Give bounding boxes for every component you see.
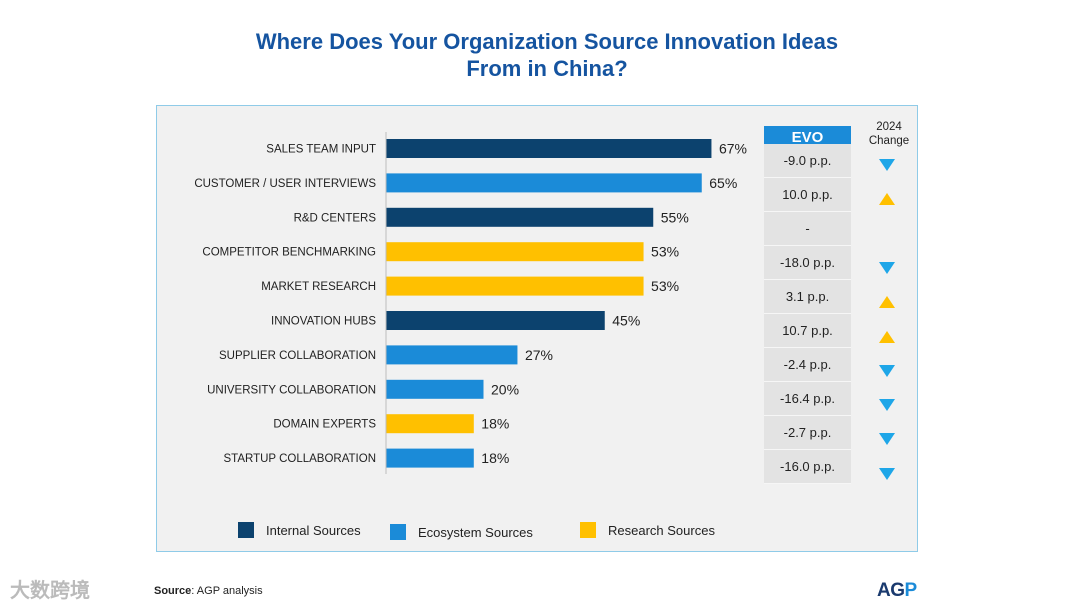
source-note: Source: AGP analysis xyxy=(154,585,263,597)
legend-swatch-research xyxy=(580,522,596,538)
evo-cell: 3.1 p.p. xyxy=(764,280,851,314)
triangle-down-icon xyxy=(879,399,895,412)
category-label: SALES TEAM INPUT xyxy=(266,144,376,156)
evo-cell: 10.7 p.p. xyxy=(764,314,851,348)
value-label: 55% xyxy=(661,209,689,225)
agp-logo: AGP xyxy=(877,580,917,602)
legend-swatch-ecosystem xyxy=(390,524,406,540)
category-label: COMPETITOR BENCHMARKING xyxy=(202,247,376,259)
watermark: 大数跨境 xyxy=(10,580,90,602)
change-header-year: 2024 xyxy=(876,121,902,133)
evo-cell: -2.4 p.p. xyxy=(764,348,851,382)
value-label: 18% xyxy=(481,416,509,432)
legend-label-internal: Internal Sources xyxy=(266,522,361,538)
bar xyxy=(386,414,474,434)
logo-accent: P xyxy=(904,580,918,601)
category-label: CUSTOMER / USER INTERVIEWS xyxy=(194,178,376,190)
bar xyxy=(386,311,605,330)
legend-swatch-internal xyxy=(238,522,254,538)
triangle-down-icon xyxy=(879,467,895,480)
evo-column: -9.0 p.p. 10.0 p.p. - -18.0 p.p. 3.1 p.p. 10.… xyxy=(764,144,851,484)
value-label: 53% xyxy=(651,244,679,260)
legend-research: Research Sources xyxy=(580,522,715,538)
triangle-up-icon xyxy=(879,193,895,206)
logo-text: AG xyxy=(877,580,905,601)
value-label: 53% xyxy=(651,278,679,294)
legend-ecosystem: Ecosystem Sources xyxy=(390,524,533,540)
legend-label-research: Research Sources xyxy=(608,522,715,538)
triangle-up-icon xyxy=(879,330,895,343)
legend-label-ecosystem: Ecosystem Sources xyxy=(418,524,533,540)
category-label: STARTUP COLLABORATION xyxy=(223,453,376,465)
legend-internal: Internal Sources xyxy=(238,522,361,538)
bar xyxy=(386,139,712,158)
bar xyxy=(386,448,474,468)
evo-cell: -2.7 p.p. xyxy=(764,416,851,450)
chart-title: Where Does Your Organization Source Inno… xyxy=(0,28,1080,82)
change-header-label: Change xyxy=(868,135,910,147)
evo-cell: - xyxy=(764,212,851,246)
category-label: R&D CENTERS xyxy=(294,212,377,224)
value-label: 45% xyxy=(612,313,640,329)
category-label: SUPPLIER COLLABORATION xyxy=(219,350,376,362)
category-label: DOMAIN EXPERTS xyxy=(273,419,376,431)
value-label: 18% xyxy=(481,450,509,466)
value-label: 65% xyxy=(709,175,737,191)
bar xyxy=(386,276,644,296)
value-label: 67% xyxy=(719,141,747,157)
value-label: 27% xyxy=(525,347,553,363)
bar xyxy=(386,345,518,365)
value-label: 20% xyxy=(491,381,519,397)
source-label: Source xyxy=(154,585,192,597)
title-line-1: Where Does Your Organization Source Inno… xyxy=(255,29,839,54)
evo-cell: -16.4 p.p. xyxy=(764,382,851,416)
triangle-down-icon xyxy=(879,433,895,446)
bar xyxy=(386,379,484,399)
category-label: MARKET RESEARCH xyxy=(261,281,376,293)
evo-cell: -9.0 p.p. xyxy=(764,144,851,178)
evo-cell: 10.0 p.p. xyxy=(764,178,851,212)
triangle-down-icon xyxy=(879,261,895,274)
category-label: INNOVATION HUBS xyxy=(271,316,376,328)
title-line-2: From in China? xyxy=(466,56,628,81)
evo-cell: -18.0 p.p. xyxy=(764,246,851,280)
source-text: : AGP analysis xyxy=(191,585,263,597)
triangle-down-icon xyxy=(879,159,895,171)
triangle-up-icon xyxy=(879,296,895,309)
bar xyxy=(386,173,702,193)
bar xyxy=(386,207,654,227)
bar xyxy=(386,242,644,262)
evo-cell: -16.0 p.p. xyxy=(764,450,851,484)
category-label: UNIVERSITY COLLABORATION xyxy=(207,384,376,396)
change-header: 2024 Change xyxy=(860,120,918,148)
triangle-down-icon xyxy=(879,364,895,377)
